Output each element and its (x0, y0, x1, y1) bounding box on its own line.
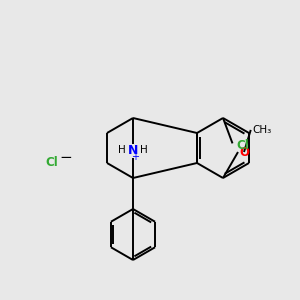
Text: −: − (60, 151, 72, 166)
Text: H: H (118, 145, 126, 155)
Text: Cl: Cl (236, 139, 249, 152)
Text: +: + (131, 152, 139, 162)
Text: Cl: Cl (46, 155, 59, 169)
Text: O: O (239, 146, 249, 158)
Text: CH₃: CH₃ (253, 125, 272, 135)
Text: N: N (128, 143, 138, 157)
Text: H: H (140, 145, 148, 155)
